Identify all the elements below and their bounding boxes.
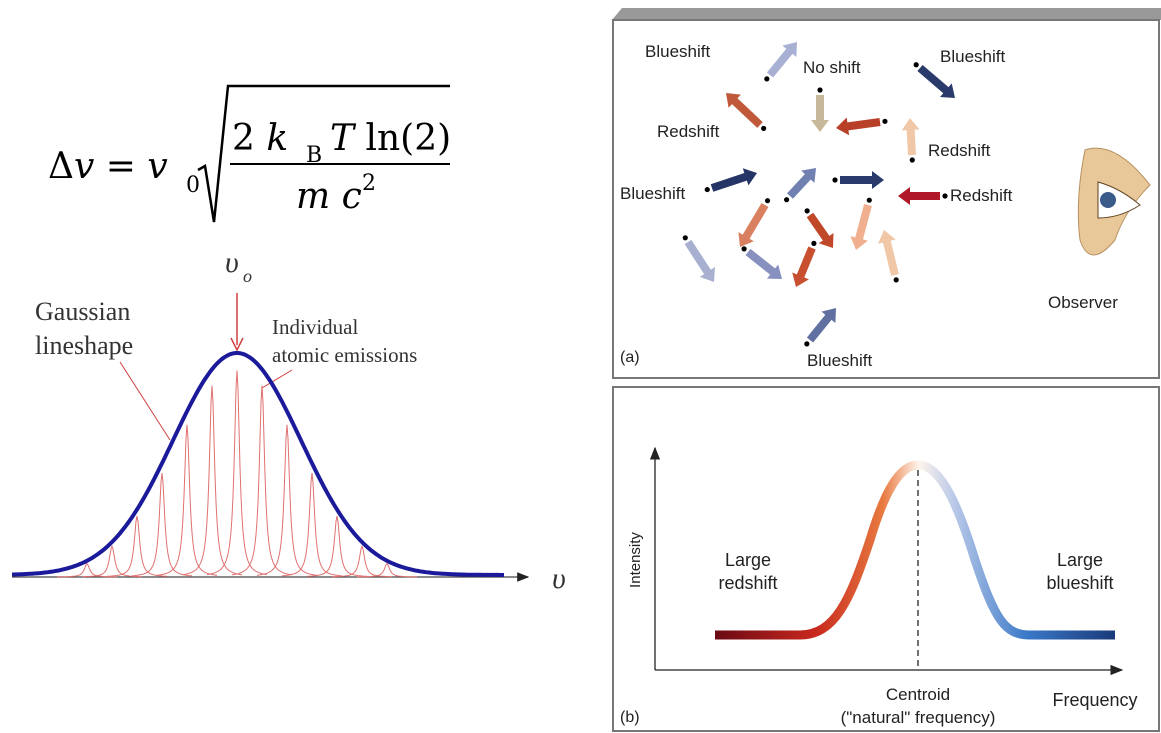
gaussian-curve [12,351,504,577]
atom [804,208,810,214]
motion-arrow [850,203,872,250]
motion-arrow [840,171,884,189]
gaussian-label: Gaussian [35,297,130,326]
x-axis-label: Frequency [1052,690,1137,710]
motion-arrow [836,117,881,136]
atomic-emission [331,544,393,578]
panel-tag: (b) [620,709,640,726]
formula-lhs: Δ𝑣 = 𝑣 [48,146,168,187]
peak-label: υ [225,246,239,279]
atom [909,157,915,163]
frame-top [612,8,1161,20]
right-label: blueshift [1046,573,1113,593]
atom [866,197,872,203]
atom [893,277,899,283]
motion-arrow [917,64,955,98]
formula: Δ𝑣 = 𝑣 0 2 𝑘 B 𝑇 ln(2) 𝑚 𝑐 2 [48,84,451,223]
y-axis-label: Intensity [627,532,644,588]
left-label: redshift [718,573,777,593]
formula-num: 2 𝑘 [232,118,288,159]
atom [832,177,838,183]
atomic-emission [256,424,318,576]
atom [811,240,817,246]
motion-arrow [811,95,829,132]
motion-arrow [806,307,837,343]
shift-label: Redshift [657,122,720,141]
shift-label: Blueshift [807,351,872,370]
motion-arrow [738,202,769,248]
iris [1100,192,1116,208]
motion-arrow [710,168,758,192]
formula-num-sub: B [306,143,322,168]
individual-label: Individual [272,315,358,339]
atomic-emission [231,385,293,576]
atom [817,87,823,93]
atom [913,62,919,68]
intensity-curve [715,460,1115,640]
motion-arrow [725,92,763,128]
motion-arrow [898,187,940,205]
atomic-emission [282,473,342,577]
shift-label: Redshift [928,141,991,160]
formula-den-sup: 2 [362,171,376,196]
gaussian-label: lineshape [35,331,133,360]
atom [741,246,747,252]
formula-den: 𝑚 𝑐 [296,176,362,217]
individual-pointer [261,369,293,389]
atom [783,197,790,203]
eye [1097,181,1141,219]
centroid-label: Centroid [886,685,950,704]
shift-label: Blueshift [645,42,710,61]
atomic-emission [181,385,243,576]
peak-label-sub: o [243,266,252,286]
atomic-emission [206,370,268,576]
atomic-emission [156,424,218,576]
arrows: Blueshift No shift Blueshift Redshift Redshi… [620,42,1013,370]
peak-pointer-head [230,337,244,352]
atom [882,118,888,124]
sqrt-sign [197,84,450,223]
frame [612,19,1160,379]
atomic-emission [107,516,167,577]
motion-arrow [787,168,816,199]
panel-tag: (a) [620,349,640,366]
motion-arrow [806,212,834,249]
atom [704,186,710,193]
shift-label: No shift [803,58,861,77]
gaussian-pointer [119,361,171,441]
motion-arrow [792,246,816,288]
motion-arrow [766,42,797,78]
frame [612,386,1160,732]
motion-arrow [878,230,899,276]
atom [761,125,767,132]
observer-label: Observer [1048,293,1118,312]
panel-a: Observer (a) Blueshift No shift Blueshift R… [612,8,1161,379]
motion-arrow [745,248,783,280]
axis-label: υ [552,562,566,595]
right-label: Large [1057,550,1103,570]
panel-b: Intensity Large redshift Large blueshift… [612,386,1160,732]
motion-arrow [901,118,920,156]
motion-arrow [684,239,716,282]
centroid-label: ("natural" frequency) [841,708,996,727]
left-label: Large [725,550,771,570]
atom [682,235,688,241]
lineshape: υ o Gaussian lineshape Individual atomic… [12,246,566,595]
atom [804,341,810,347]
individual-label: atomic emissions [272,343,417,367]
atom [764,198,771,204]
atomic-emission [356,563,418,578]
formula-num-rest: 𝑇 ln(2) [330,118,451,159]
atom [764,76,770,82]
atom [942,193,948,199]
shift-label: Blueshift [940,47,1005,66]
formula-sub: 0 [186,173,200,198]
shift-label: Blueshift [620,184,685,203]
atomic-emission [307,516,367,577]
shift-label: Redshift [950,186,1013,205]
